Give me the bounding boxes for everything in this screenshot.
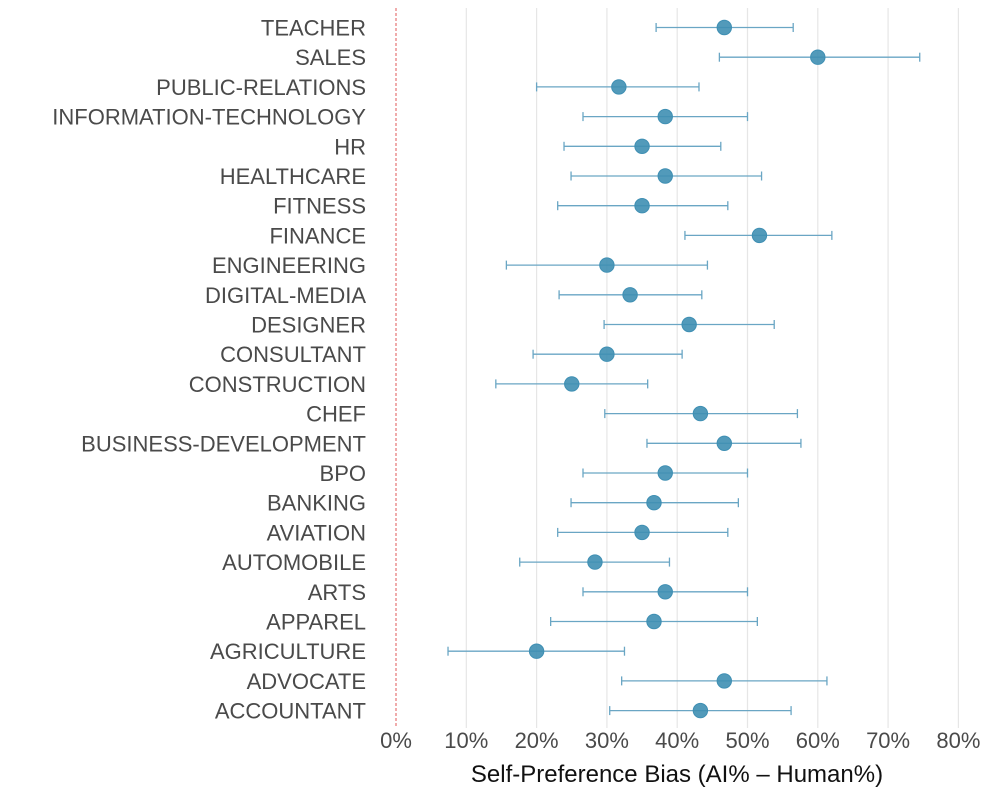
category-label: ACCOUNTANT — [215, 699, 366, 724]
data-point — [634, 524, 650, 541]
data-point — [810, 49, 826, 65]
data-point — [528, 643, 545, 659]
data-point — [657, 465, 673, 481]
data-point — [599, 257, 615, 273]
category-label: BPO — [320, 461, 366, 486]
x-axis-title: Self-Preference Bias (AI% – Human%) — [471, 761, 883, 788]
data-point — [692, 405, 709, 422]
category-label: INFORMATION-TECHNOLOGY — [52, 105, 366, 130]
x-tick-label: 50% — [725, 728, 769, 753]
category-label: AUTOMOBILE — [222, 550, 366, 575]
category-label: CONSULTANT — [220, 342, 366, 367]
category-label: HR — [334, 134, 366, 159]
category-label: AGRICULTURE — [210, 639, 366, 664]
x-tick-label: 0% — [380, 728, 412, 753]
category-label: DIGITAL-MEDIA — [205, 283, 366, 308]
category-label: HEALTHCARE — [220, 164, 366, 189]
category-label: ENGINEERING — [212, 253, 366, 278]
category-label: CHEF — [306, 402, 366, 427]
category-label: AVIATION — [267, 520, 366, 545]
data-point — [634, 138, 650, 155]
category-label: BUSINESS-DEVELOPMENT — [81, 431, 366, 456]
data-points — [528, 19, 826, 719]
category-label: TEACHER — [261, 16, 366, 41]
data-point — [622, 287, 638, 303]
data-point — [564, 376, 580, 392]
category-label: APPAREL — [266, 610, 366, 635]
data-point — [681, 316, 697, 333]
x-tick-label: 30% — [585, 728, 629, 753]
data-point — [657, 584, 673, 600]
data-point — [646, 495, 662, 511]
data-point — [657, 108, 673, 125]
category-label: PUBLIC-RELATIONS — [156, 75, 366, 100]
data-point — [716, 435, 733, 451]
category-label: DESIGNER — [251, 313, 366, 338]
x-tick-label: 20% — [515, 728, 559, 753]
x-tick-labels: 0% 10% 20% 30% 40% 50% 60% 70% 80% — [380, 728, 980, 753]
x-tick-label: 80% — [936, 728, 980, 753]
error-bars — [447, 23, 921, 716]
x-tick-label: 60% — [796, 728, 840, 753]
category-label: FITNESS — [273, 194, 366, 219]
category-label: CONSTRUCTION — [189, 372, 366, 397]
data-point — [657, 168, 673, 184]
category-labels: TEACHER SALES PUBLIC-RELATIONS INFORMATION-… — [52, 16, 366, 724]
data-point — [716, 19, 733, 36]
data-point — [587, 554, 603, 570]
x-tick-label: 40% — [655, 728, 699, 753]
data-point — [646, 613, 662, 630]
x-tick-label: 70% — [866, 728, 910, 753]
category-label: SALES — [295, 45, 366, 70]
gridlines — [465, 8, 960, 728]
category-label: FINANCE — [269, 223, 366, 248]
data-point — [716, 673, 733, 689]
category-label: ARTS — [308, 580, 366, 605]
category-label: BANKING — [267, 491, 366, 516]
x-tick-label: 10% — [444, 728, 488, 753]
data-point — [634, 198, 650, 214]
data-point — [692, 702, 709, 719]
category-label: ADVOCATE — [247, 669, 366, 694]
data-point — [611, 79, 627, 95]
data-point — [751, 227, 768, 244]
data-point — [599, 346, 615, 362]
